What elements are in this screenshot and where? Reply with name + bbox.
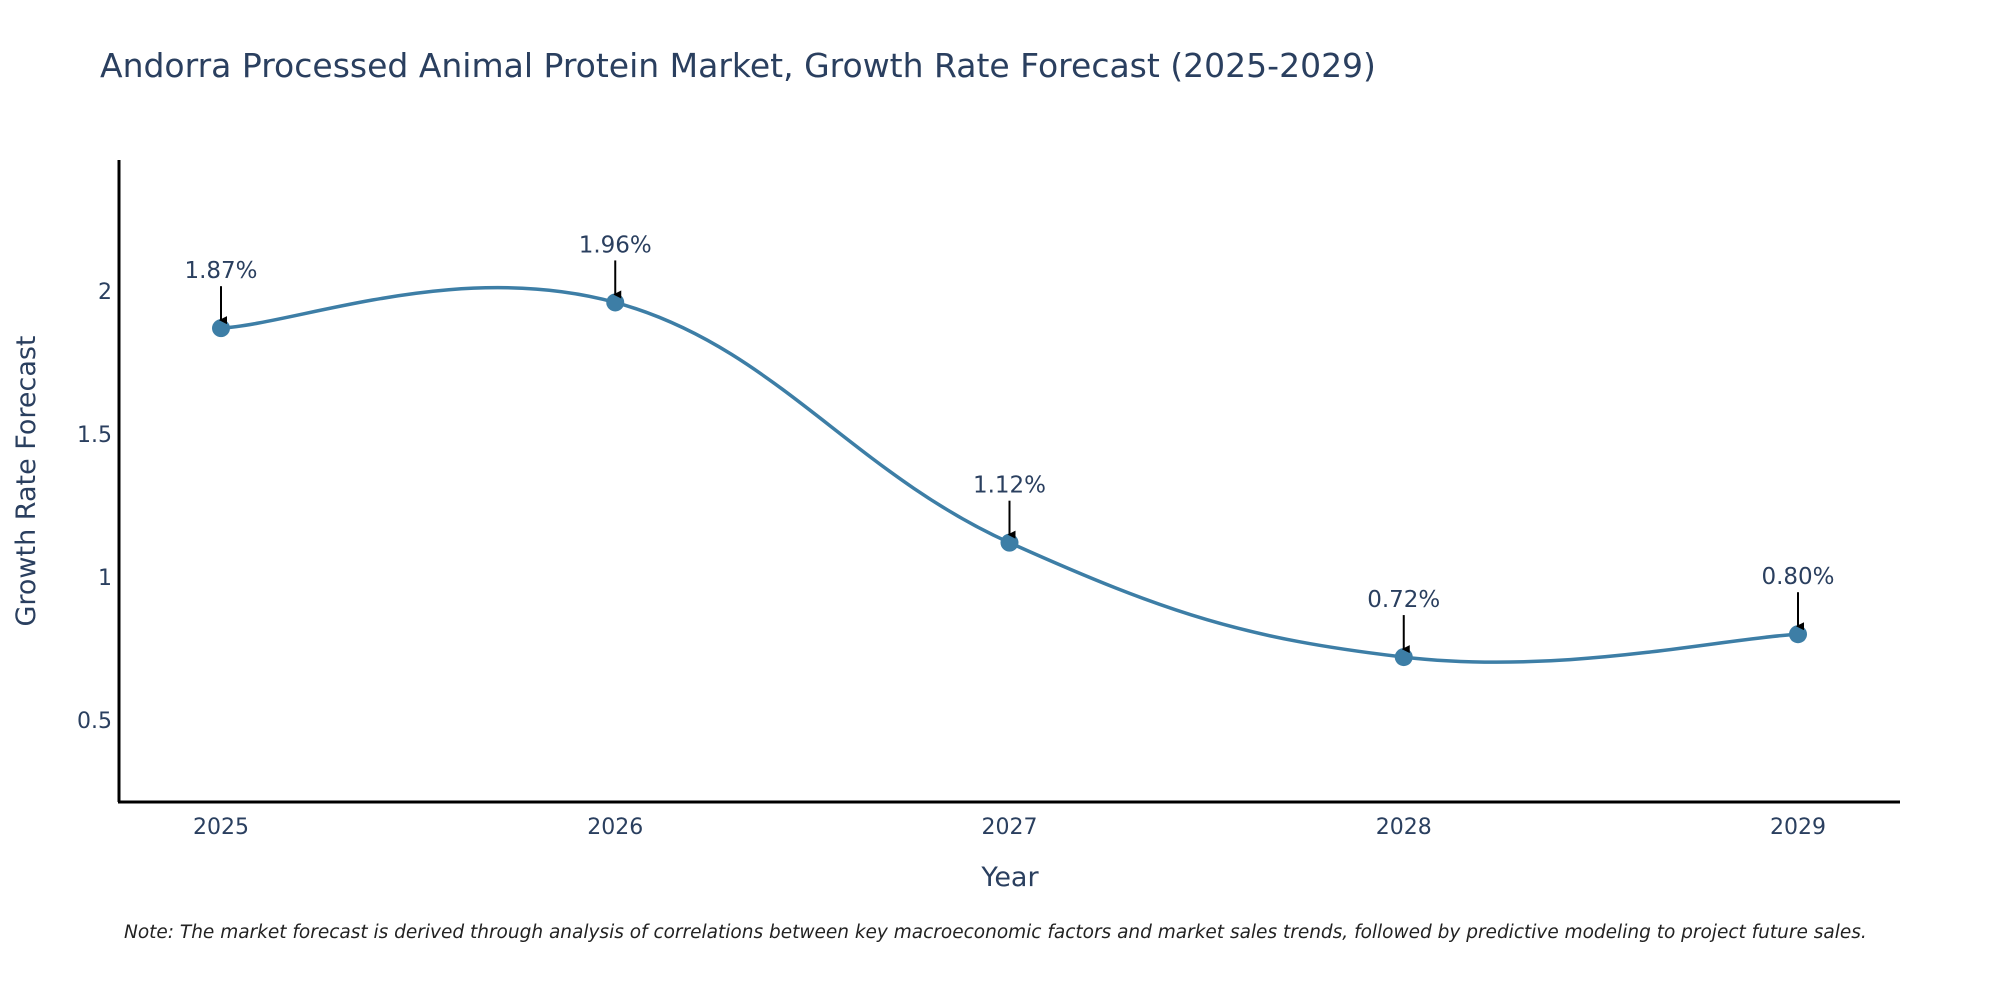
data-label: 0.80%	[1761, 564, 1834, 590]
series-line	[220, 285, 1799, 664]
y-tick-label: 1	[98, 566, 112, 591]
data-point[interactable]	[1394, 648, 1413, 667]
data-point[interactable]	[606, 293, 625, 312]
data-point[interactable]	[1000, 533, 1019, 552]
y-tick-label: 1.5	[77, 423, 112, 448]
data-point[interactable]	[212, 319, 230, 338]
x-tick-label: 2028	[1376, 815, 1432, 840]
y-tick-label: 2	[98, 280, 112, 305]
y-axis-title: Growth Rate Forecast	[11, 335, 42, 626]
data-point[interactable]	[1789, 625, 1807, 644]
data-label: 1.87%	[184, 258, 257, 284]
x-tick-label: 2029	[1770, 815, 1826, 840]
footnote: Note: The market forecast is derived thr…	[124, 922, 1867, 943]
x-tick-labels: 2025 2026 2027 2028 2029	[193, 815, 1826, 840]
data-label: 1.96%	[579, 232, 652, 258]
data-label: 0.72%	[1367, 587, 1440, 613]
x-tick-label: 2025	[193, 815, 249, 840]
x-tick-label: 2026	[587, 815, 643, 840]
y-tick-labels: 0.5 1 1.5 2	[77, 280, 112, 734]
annotations: 1.87% 1.96% 1.12% 0.72% 0.80%	[184, 232, 1835, 654]
data-label: 1.12%	[973, 473, 1046, 499]
x-tick-label: 2027	[982, 815, 1038, 840]
axes	[117, 160, 1900, 804]
chart-title: Andorra Processed Animal Protein Market,…	[100, 46, 1376, 85]
x-axis-title: Year	[980, 862, 1039, 893]
y-tick-label: 0.5	[77, 709, 112, 734]
